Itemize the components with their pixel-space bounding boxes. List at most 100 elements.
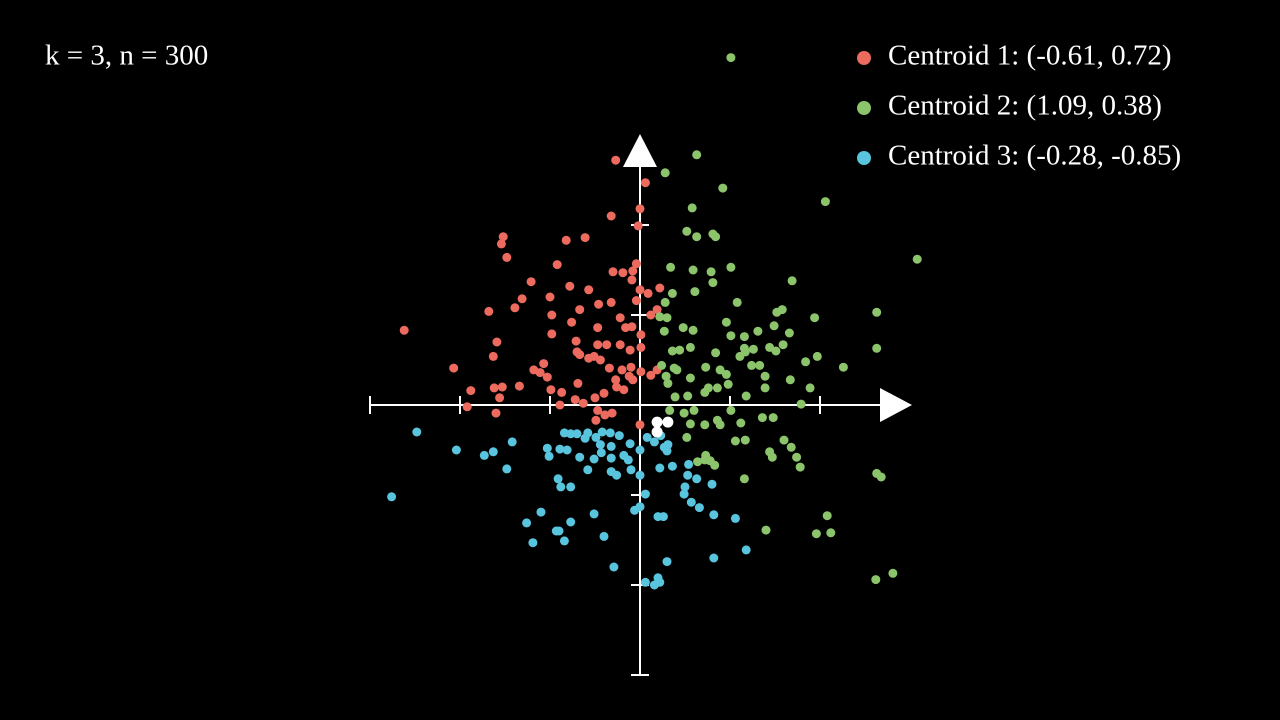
point [625, 345, 635, 355]
point [589, 454, 599, 464]
point [679, 489, 689, 499]
point [605, 428, 615, 438]
point [627, 322, 637, 332]
point [561, 235, 571, 245]
point [636, 367, 646, 377]
legend-label: Centroid 2: (1.09, 0.38) [888, 90, 1162, 122]
point [730, 513, 740, 523]
point [685, 342, 695, 352]
point [628, 266, 638, 276]
point [502, 252, 512, 262]
point [872, 343, 882, 353]
point [517, 294, 527, 304]
point [777, 305, 787, 315]
point [723, 379, 733, 389]
point [565, 281, 575, 291]
point [711, 348, 721, 358]
point [615, 313, 625, 323]
point [633, 221, 643, 231]
point [688, 265, 698, 275]
point [732, 297, 742, 307]
point [559, 536, 569, 546]
point [721, 317, 731, 327]
point [657, 360, 667, 370]
point [590, 393, 600, 403]
point [660, 168, 670, 178]
point [547, 310, 557, 320]
point [635, 285, 645, 295]
point [683, 470, 693, 480]
point [795, 462, 805, 472]
point [583, 428, 593, 438]
point [619, 385, 629, 395]
point [502, 464, 512, 474]
point [730, 436, 740, 446]
point [604, 363, 614, 373]
point [631, 259, 641, 269]
point [545, 292, 555, 302]
point [694, 503, 704, 513]
point [659, 326, 669, 336]
point [786, 442, 796, 452]
point [826, 528, 836, 538]
point [571, 336, 581, 346]
point [618, 268, 628, 278]
point [636, 330, 646, 340]
point [626, 465, 636, 475]
point [635, 470, 645, 480]
point [805, 383, 815, 393]
point [466, 386, 476, 396]
point [451, 445, 461, 455]
point [498, 232, 508, 242]
y-axis-arrow [623, 134, 657, 167]
point [593, 340, 603, 350]
point [522, 518, 532, 528]
point [784, 328, 794, 338]
point [510, 303, 520, 313]
point [628, 375, 638, 385]
point [736, 418, 746, 428]
point [612, 382, 622, 392]
point [655, 312, 665, 322]
point [748, 344, 758, 354]
point [646, 370, 656, 380]
point [678, 323, 688, 333]
point [602, 340, 612, 350]
legend-swatch [857, 51, 871, 65]
point [631, 296, 641, 306]
point [740, 435, 750, 445]
point [542, 443, 552, 453]
point [667, 288, 677, 298]
point [617, 365, 627, 375]
point [623, 455, 633, 465]
point [627, 275, 637, 285]
point [489, 383, 499, 393]
point [688, 325, 698, 335]
point [679, 408, 689, 418]
point [544, 451, 554, 461]
point [595, 355, 605, 365]
point [600, 410, 610, 420]
point [707, 479, 717, 489]
centroid [651, 426, 663, 438]
point [614, 431, 624, 441]
point [768, 413, 778, 423]
point [888, 568, 898, 578]
point [593, 323, 603, 333]
point [675, 345, 685, 355]
point [779, 435, 789, 445]
point [708, 278, 718, 288]
point [583, 465, 593, 475]
point [491, 408, 501, 418]
point [387, 492, 397, 502]
point [479, 450, 489, 460]
point [700, 387, 710, 397]
point [514, 381, 524, 391]
point [660, 297, 670, 307]
point [496, 239, 506, 249]
point [625, 439, 635, 449]
point [663, 440, 673, 450]
point [872, 307, 882, 317]
